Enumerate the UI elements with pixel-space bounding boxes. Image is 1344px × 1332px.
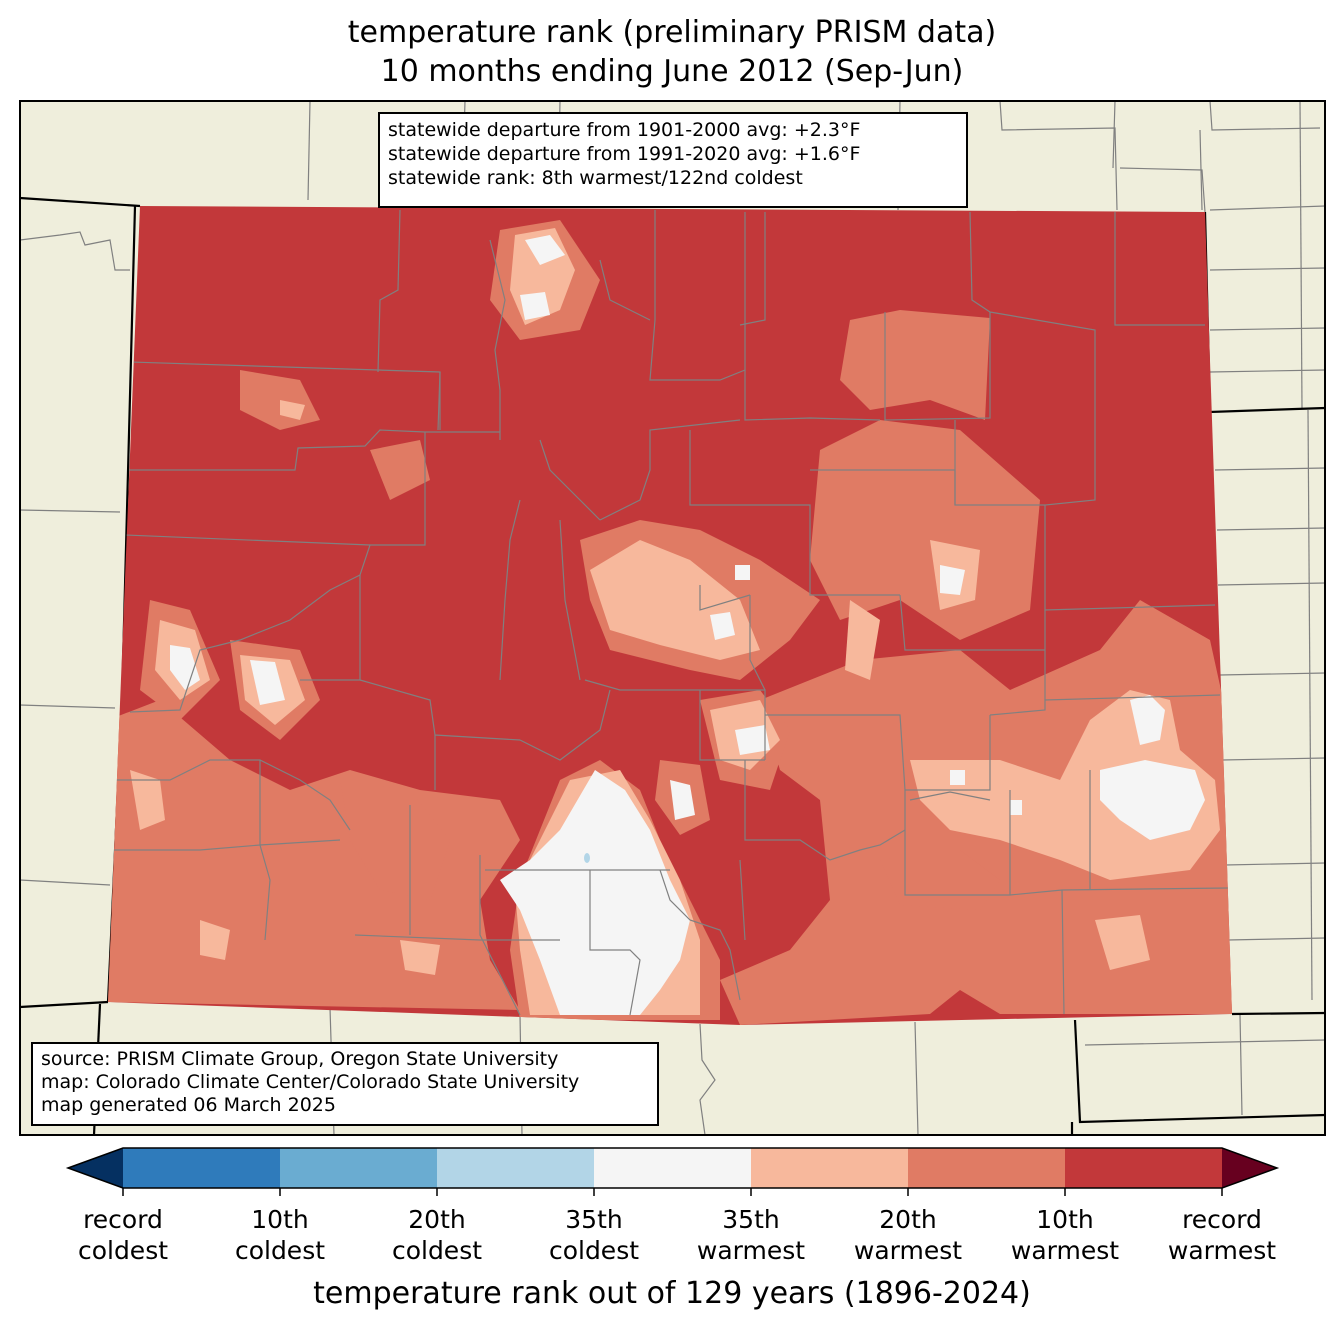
colorbar-tick-label-line: coldest [391, 1236, 483, 1265]
colorbar-swatch [1065, 1148, 1223, 1188]
colorbar-swatch-extend-warm [1222, 1148, 1277, 1188]
stats-line2: statewide departure from 1991-2020 avg: … [388, 143, 861, 165]
colorbar-tick-label-line: 10th [251, 1205, 309, 1234]
credits-line2: map: Colorado Climate Center/Colorado St… [41, 1071, 580, 1093]
credits-line1: source: PRISM Climate Group, Oregon Stat… [41, 1048, 559, 1070]
colorbar-tick-label-line: 35th [722, 1205, 780, 1234]
colorbar-tick-label-line: record [1182, 1205, 1262, 1234]
county-lines [110, 209, 1231, 1016]
credits-line3: map generated 06 March 2025 [41, 1094, 336, 1116]
colorbar-swatch [280, 1148, 438, 1188]
colorbar-tick-label-line: warmest [853, 1236, 963, 1265]
colorbar-swatch [123, 1148, 281, 1188]
map-title-line1: temperature rank (preliminary PRISM data… [347, 15, 997, 50]
map-frame [19, 100, 1326, 1136]
statewide-stats-box: statewide departure from 1901-2000 avg: … [378, 112, 968, 208]
colorbar-swatch-extend-cold [68, 1148, 123, 1188]
stats-line1: statewide departure from 1901-2000 avg: … [388, 119, 861, 141]
colorbar-title: temperature rank out of 129 years (1896-… [313, 1276, 1031, 1311]
colorbar-tick-label: 20th warmest [833, 1204, 983, 1266]
credits-box: source: PRISM Climate Group, Oregon Stat… [31, 1042, 659, 1126]
colorbar-swatch [908, 1148, 1066, 1188]
colorbar-tick-label: 10th coldest [205, 1204, 355, 1266]
colorbar-tick-label: 20th coldest [362, 1204, 512, 1266]
colorbar-tick-label: record coldest [48, 1204, 198, 1266]
colorbar-tick-label-line: coldest [548, 1236, 640, 1265]
colorbar-tick-label-line: 10th [1036, 1205, 1094, 1234]
colorbar-swatch [594, 1148, 752, 1188]
colorbar-tick-label-line: record [83, 1205, 163, 1234]
colorbar-tick-label-line: warmest [696, 1236, 806, 1265]
colorbar [65, 1147, 1280, 1196]
colorbar-tick-label-line: warmest [1167, 1236, 1277, 1265]
colorbar-tick-label-line: warmest [1010, 1236, 1120, 1265]
colorado-rank-field [108, 206, 1232, 1025]
colorbar-tick-label-line: 35th [565, 1205, 623, 1234]
colorbar-tick-label: 10th warmest [990, 1204, 1140, 1266]
colorbar-tick-label: 35th warmest [676, 1204, 826, 1266]
stats-line3: statewide rank: 8th warmest/122nd coldes… [388, 167, 803, 189]
map-title-line2: 10 months ending June 2012 (Sep-Jun) [380, 54, 964, 89]
colorbar-tick-label: 35th coldest [519, 1204, 669, 1266]
colorbar-tick-label-line: 20th [408, 1205, 466, 1234]
colorbar-swatch [437, 1148, 595, 1188]
colorbar-tick-label-line: coldest [234, 1236, 326, 1265]
colorbar-tick-label-line: 20th [879, 1205, 937, 1234]
colorbar-tick-label-line: coldest [77, 1236, 169, 1265]
colorbar-tick-label: record warmest [1147, 1204, 1297, 1266]
colorbar-swatch [751, 1148, 909, 1188]
